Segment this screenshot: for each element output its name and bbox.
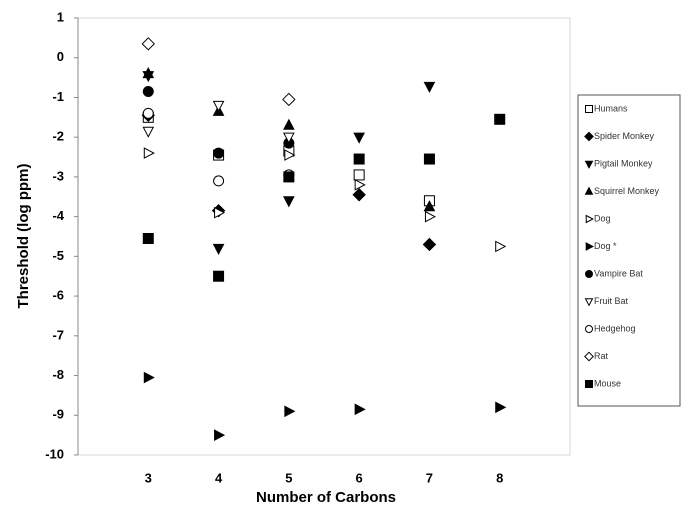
point — [142, 126, 155, 138]
point — [422, 237, 437, 252]
point — [423, 200, 436, 212]
legend-label: Pigtail Monkey — [594, 158, 653, 168]
legend-label: Mouse — [594, 378, 621, 388]
point — [141, 37, 155, 51]
point — [354, 179, 366, 191]
point — [214, 429, 226, 441]
point — [143, 371, 155, 384]
y-tick-label: 0 — [57, 49, 64, 64]
legend-label: Rat — [594, 351, 609, 361]
legend-marker — [585, 325, 593, 333]
point — [213, 147, 225, 159]
legend-marker — [585, 270, 593, 278]
point — [495, 401, 507, 414]
legend-label: Vampire Bat — [594, 268, 643, 278]
point — [142, 107, 154, 119]
y-tick-label: 1 — [57, 9, 64, 24]
point — [212, 243, 225, 255]
y-tick-label: -1 — [52, 89, 64, 104]
y-tick-label: -8 — [52, 367, 64, 382]
point — [494, 113, 506, 125]
legend-marker — [584, 298, 594, 307]
point — [214, 206, 226, 219]
legend-label: Humans — [594, 103, 628, 113]
point — [142, 67, 155, 79]
point — [213, 175, 225, 187]
legend-label: Dog — [594, 213, 611, 223]
legend-marker — [585, 105, 593, 113]
x-tick-label: 8 — [496, 470, 503, 485]
point — [354, 403, 366, 416]
point — [213, 270, 225, 282]
y-axis-title: Threshold (log ppm) — [15, 164, 32, 309]
legend-label: Hedgehog — [594, 323, 636, 333]
point — [283, 196, 295, 208]
legend-label: Spider Monkey — [594, 131, 655, 141]
legend-marker — [584, 186, 594, 195]
legend-marker — [584, 131, 594, 142]
point — [283, 132, 295, 144]
legend-marker — [584, 160, 594, 169]
point — [142, 85, 154, 97]
point — [423, 153, 435, 165]
legend-marker — [585, 214, 594, 224]
point — [143, 147, 155, 159]
legend-box — [577, 94, 681, 407]
y-tick-label: -7 — [52, 327, 64, 342]
legend-label: Squirrel Monkey — [594, 186, 660, 196]
point — [284, 405, 296, 418]
point — [495, 240, 507, 253]
y-tick-label: -9 — [52, 407, 64, 422]
point — [142, 232, 154, 244]
legend-label: Dog * — [594, 241, 617, 251]
y-tick-label: -3 — [52, 168, 64, 183]
legend-marker — [585, 380, 593, 388]
legend-marker — [585, 242, 594, 251]
x-axis-title: Number of Carbons — [256, 489, 396, 506]
point — [282, 92, 296, 107]
y-tick-label: -2 — [52, 129, 64, 144]
point — [424, 210, 437, 223]
x-tick-label: 4 — [215, 470, 223, 485]
y-tick-label: -6 — [52, 288, 64, 303]
point — [283, 118, 295, 130]
point — [212, 100, 225, 112]
point — [353, 132, 365, 144]
point — [283, 171, 295, 183]
x-tick-label: 5 — [285, 470, 292, 485]
y-tick-label: -5 — [52, 248, 64, 263]
point — [423, 81, 436, 93]
x-tick-label: 6 — [356, 470, 363, 485]
x-tick-label: 7 — [426, 470, 433, 485]
point — [352, 188, 366, 202]
point — [353, 169, 365, 181]
y-tick-label: -4 — [52, 208, 64, 223]
x-tick-label: 3 — [145, 470, 152, 485]
legend-marker — [584, 351, 594, 362]
point — [284, 149, 296, 161]
point — [353, 153, 365, 165]
y-tick-label: -10 — [45, 446, 64, 461]
legend-label: Fruit Bat — [594, 296, 629, 306]
